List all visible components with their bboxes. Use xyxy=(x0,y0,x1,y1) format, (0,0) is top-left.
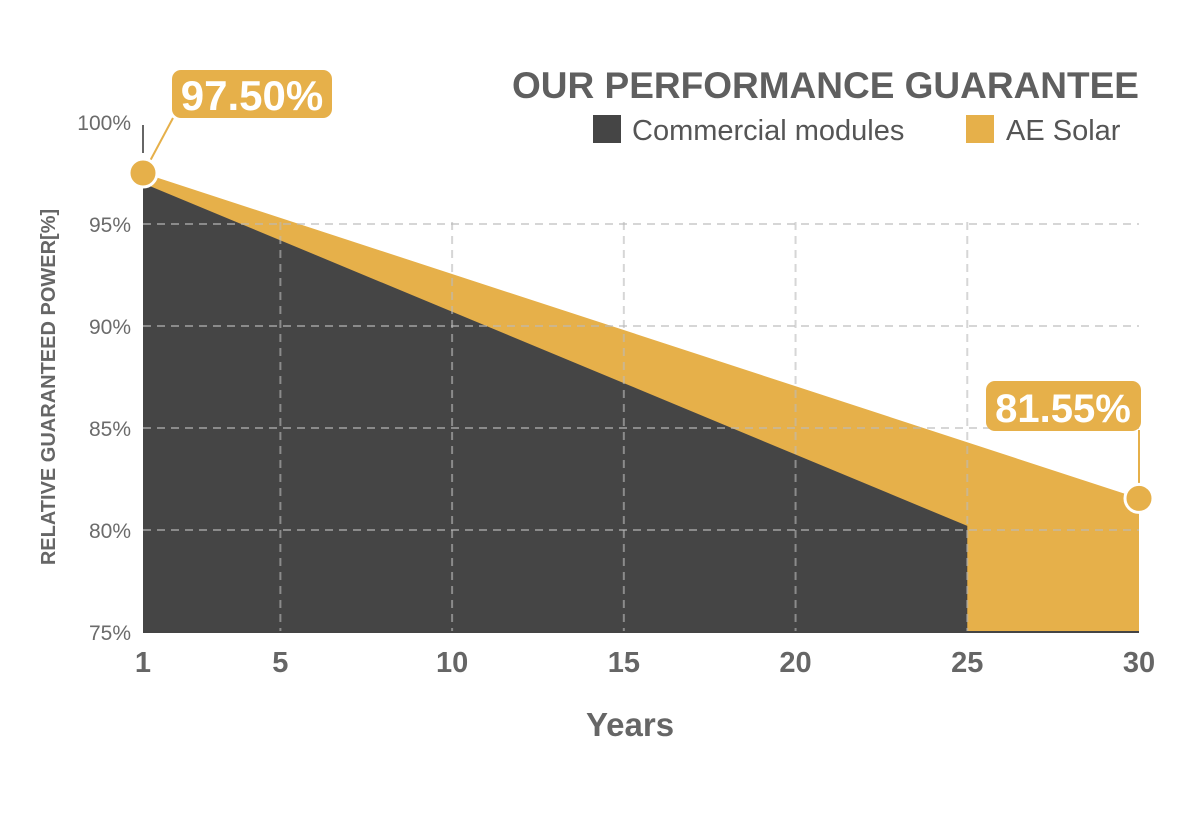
legend: Commercial modules AE Solar xyxy=(593,115,1121,147)
x-tick-label: 15 xyxy=(608,647,640,679)
legend-swatch-ae-solar xyxy=(966,115,994,143)
y-tick-label: 80% xyxy=(89,520,131,543)
legend-label-ae-solar: AE Solar xyxy=(1006,115,1121,147)
y-axis-label: RELATIVE GUARANTEED POWER[%] xyxy=(38,209,60,565)
chart-title: OUR PERFORMANCE GUARANTEE xyxy=(512,65,1139,106)
legend-swatch-commercial xyxy=(593,115,621,143)
x-tick-label: 5 xyxy=(272,647,288,679)
y-tick-label: 90% xyxy=(89,316,131,339)
data-point-marker xyxy=(1123,482,1155,514)
x-tick-label: 30 xyxy=(1123,647,1155,679)
annotation-box xyxy=(986,381,1141,431)
annotation-label: 97.50% xyxy=(181,72,323,119)
x-tick-label: 20 xyxy=(779,647,811,679)
x-axis-label: Years xyxy=(586,706,674,743)
x-tick-label: 1 xyxy=(135,647,151,679)
y-tick-label: 100% xyxy=(77,112,131,135)
y-tick-label: 95% xyxy=(89,214,131,237)
annotation-box xyxy=(172,70,332,118)
data-point-marker xyxy=(127,157,159,189)
area-commercial-modules xyxy=(143,183,968,632)
y-tick-label: 75% xyxy=(89,622,131,645)
x-tick-label: 25 xyxy=(951,647,983,679)
y-tick-label: 85% xyxy=(89,418,131,441)
x-tick-label: 10 xyxy=(436,647,468,679)
annotation-leader xyxy=(149,117,174,162)
legend-label-commercial: Commercial modules xyxy=(632,115,904,147)
annotation-label: 81.55% xyxy=(995,387,1131,431)
